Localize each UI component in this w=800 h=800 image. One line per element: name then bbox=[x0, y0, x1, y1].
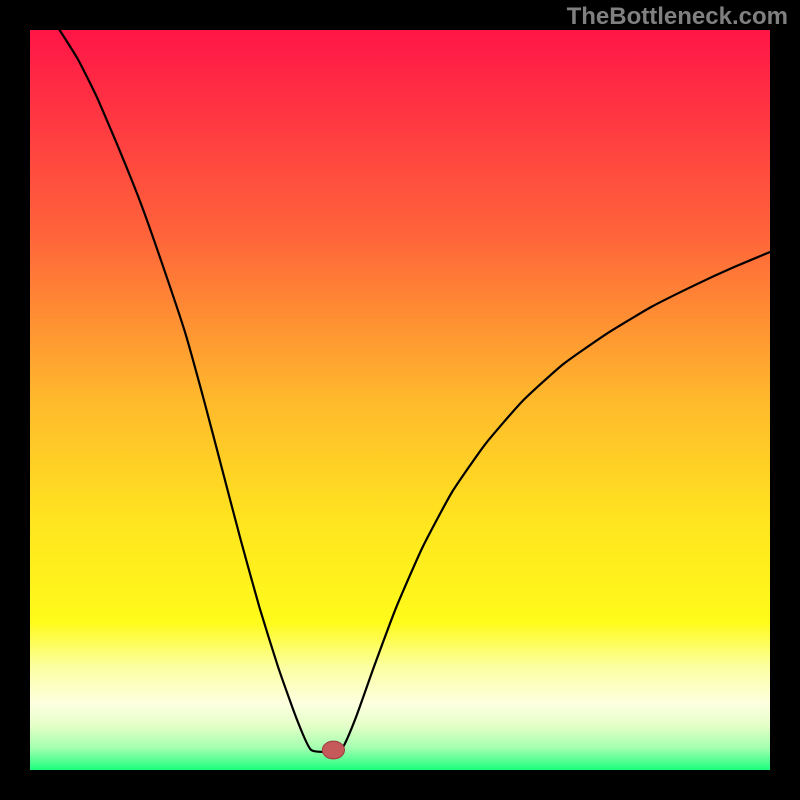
plot-area bbox=[30, 30, 770, 770]
optimal-point-marker bbox=[322, 741, 344, 759]
chart-container: TheBottleneck.com bbox=[0, 0, 800, 800]
gradient-background bbox=[30, 30, 770, 770]
watermark-text: TheBottleneck.com bbox=[567, 3, 788, 31]
bottleneck-curve-svg bbox=[30, 30, 770, 770]
